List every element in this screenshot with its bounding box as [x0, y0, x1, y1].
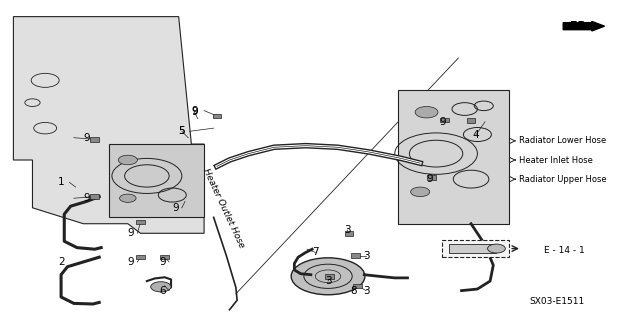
Circle shape [120, 194, 136, 202]
Circle shape [415, 107, 438, 118]
Polygon shape [398, 90, 509, 224]
Text: 9: 9 [439, 117, 446, 127]
Text: 9: 9 [127, 228, 134, 238]
Text: 6: 6 [159, 286, 166, 296]
Text: 9: 9 [191, 106, 198, 116]
Bar [90, 195, 99, 199]
Text: 3: 3 [363, 286, 369, 296]
Text: 3: 3 [344, 225, 350, 235]
FancyArrow shape [563, 21, 605, 31]
Text: 3: 3 [325, 276, 331, 286]
Text: 9: 9 [159, 257, 166, 267]
Bar [90, 137, 99, 141]
Text: 1: 1 [58, 177, 64, 187]
Bar [466, 118, 475, 123]
Circle shape [487, 244, 505, 253]
Text: Heater Outlet Hose: Heater Outlet Hose [201, 167, 246, 249]
Text: 7: 7 [312, 247, 318, 257]
Text: Radiator Upper Hose: Radiator Upper Hose [519, 175, 606, 184]
Bar [351, 253, 360, 258]
Text: 5: 5 [178, 126, 185, 136]
Text: 8: 8 [350, 286, 357, 296]
Bar [354, 284, 362, 288]
Circle shape [118, 155, 138, 165]
Circle shape [291, 258, 365, 295]
Bar [136, 220, 145, 224]
Text: 9: 9 [172, 203, 179, 213]
Text: 9: 9 [191, 107, 198, 117]
Text: FR.: FR. [569, 21, 590, 31]
Text: 2: 2 [58, 257, 64, 267]
Bar [136, 255, 145, 260]
Text: 3: 3 [363, 251, 369, 260]
Text: 9: 9 [83, 133, 90, 143]
Text: 9: 9 [426, 174, 433, 184]
Text: SX03-E1511: SX03-E1511 [529, 297, 585, 306]
Text: 9: 9 [83, 193, 90, 203]
Bar [443, 240, 509, 257]
Bar [326, 274, 334, 278]
Polygon shape [109, 144, 204, 217]
Text: E - 14 - 1: E - 14 - 1 [544, 246, 585, 255]
Text: 4: 4 [473, 130, 480, 140]
Bar [440, 118, 449, 123]
Bar [427, 175, 436, 180]
Bar [449, 244, 496, 253]
Bar [213, 114, 220, 118]
Text: Heater Inlet Hose: Heater Inlet Hose [519, 156, 592, 164]
Polygon shape [13, 17, 204, 233]
Circle shape [151, 282, 171, 292]
Text: Radiator Lower Hose: Radiator Lower Hose [519, 136, 606, 145]
Circle shape [411, 187, 430, 197]
Bar [161, 255, 169, 260]
Bar [345, 231, 354, 236]
Text: 5: 5 [178, 126, 185, 136]
Text: 9: 9 [127, 257, 134, 267]
